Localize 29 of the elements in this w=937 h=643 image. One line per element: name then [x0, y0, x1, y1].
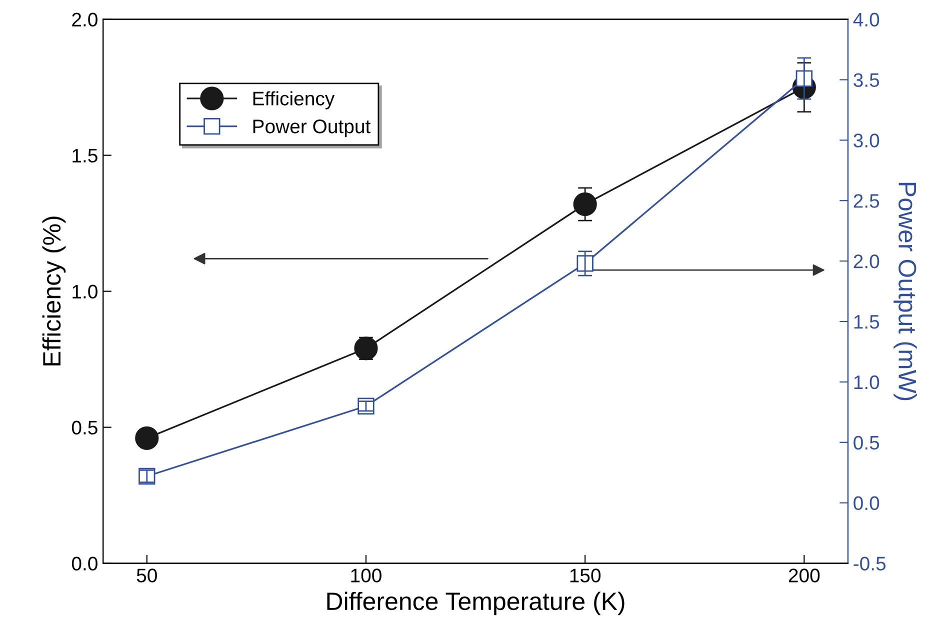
point: [354, 336, 378, 360]
y2-tick-label: 3.0: [854, 134, 880, 148]
point: [796, 70, 812, 87]
point: [135, 426, 159, 450]
y2-tick-label: 1.5: [854, 315, 880, 329]
y-tick-label: 1.0: [72, 284, 98, 299]
y-tick-label: 1.5: [72, 148, 98, 163]
y2-tick-label: 2.0: [854, 254, 880, 268]
point: [576, 255, 594, 272]
legend-label: Power Output: [253, 120, 371, 138]
y2-tick-label: 4.0: [853, 12, 880, 27]
y-tick-label: 0.0: [72, 556, 98, 571]
legend-label: Efficiency: [253, 91, 335, 110]
y-tick-label: 0.5: [72, 420, 98, 435]
y2-tick-label: 0.5: [854, 436, 880, 450]
y2-axis-title: Power Output (mW): [894, 182, 917, 400]
x-axis-title: Difference Temperature (K): [327, 592, 624, 616]
y2-tick-label: 2.5: [854, 194, 880, 208]
y-axis-title: Efficiency (%): [42, 216, 66, 366]
y2-tick-label: 0.0: [854, 496, 880, 510]
point: [573, 192, 597, 216]
x-tick-label: 50: [136, 568, 157, 582]
x-tick-label: 200: [788, 568, 820, 582]
y2-tick-label: 3.5: [854, 73, 880, 87]
y2-tick-label: 1.0: [854, 375, 880, 390]
x-tick-label: 100: [351, 568, 382, 582]
x-tick-label: 150: [570, 568, 601, 582]
y2-tick-label: -0.5: [854, 556, 886, 571]
y-tick-label: 2.0: [72, 12, 98, 27]
